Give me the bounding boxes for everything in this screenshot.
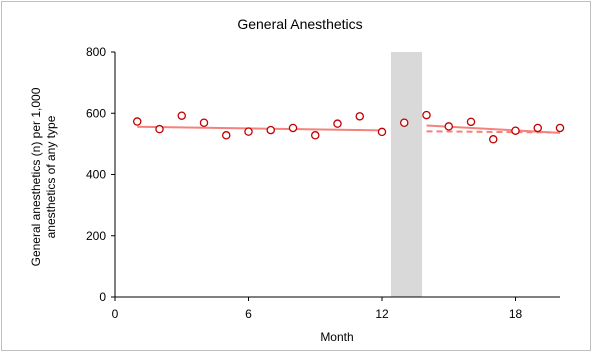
data-point bbox=[288, 123, 298, 133]
y-axis-label-line-1: General anesthetics (n) per 1,000 bbox=[29, 87, 43, 266]
data-point bbox=[199, 118, 209, 127]
y-tick-label: 800 bbox=[86, 45, 106, 59]
chart-title: General Anesthetics bbox=[237, 16, 362, 32]
y-tick-label: 200 bbox=[86, 229, 106, 243]
data-point bbox=[221, 131, 231, 140]
data-point bbox=[555, 123, 565, 133]
data-point bbox=[177, 111, 186, 120]
y-tick-label: 600 bbox=[86, 106, 106, 120]
y-axis-label: General anesthetics (n) per 1,000 anesth… bbox=[29, 87, 58, 266]
data-point bbox=[488, 135, 498, 144]
data-point bbox=[533, 123, 543, 133]
data-point bbox=[333, 119, 342, 128]
data-point bbox=[377, 127, 387, 137]
x-tick-label: 12 bbox=[375, 307, 389, 321]
data-point bbox=[355, 112, 364, 121]
x-tick-label: 6 bbox=[245, 307, 252, 321]
data-point bbox=[310, 131, 320, 140]
data-point bbox=[266, 125, 275, 135]
y-axis-label-line-2: anesthetics of any type bbox=[44, 115, 58, 238]
x-tick-label: 0 bbox=[112, 307, 119, 321]
y-tick-label: 400 bbox=[86, 168, 106, 182]
x-tick-label: 18 bbox=[509, 307, 523, 321]
trend-line-pre bbox=[137, 125, 383, 132]
data-point bbox=[444, 122, 453, 131]
data-point bbox=[155, 124, 164, 134]
y-tick-label: 0 bbox=[99, 290, 106, 304]
data-point bbox=[466, 117, 476, 127]
data-point bbox=[422, 110, 431, 120]
data-point bbox=[399, 118, 409, 127]
counterfactual-line bbox=[426, 130, 561, 134]
data-point bbox=[132, 117, 142, 126]
data-point bbox=[244, 127, 253, 136]
x-axis-label: Month bbox=[320, 330, 353, 344]
plot-area: 0 200 400 600 800 0 6 12 18 bbox=[86, 45, 565, 321]
shaded-region bbox=[390, 52, 423, 297]
data-point bbox=[511, 126, 520, 135]
